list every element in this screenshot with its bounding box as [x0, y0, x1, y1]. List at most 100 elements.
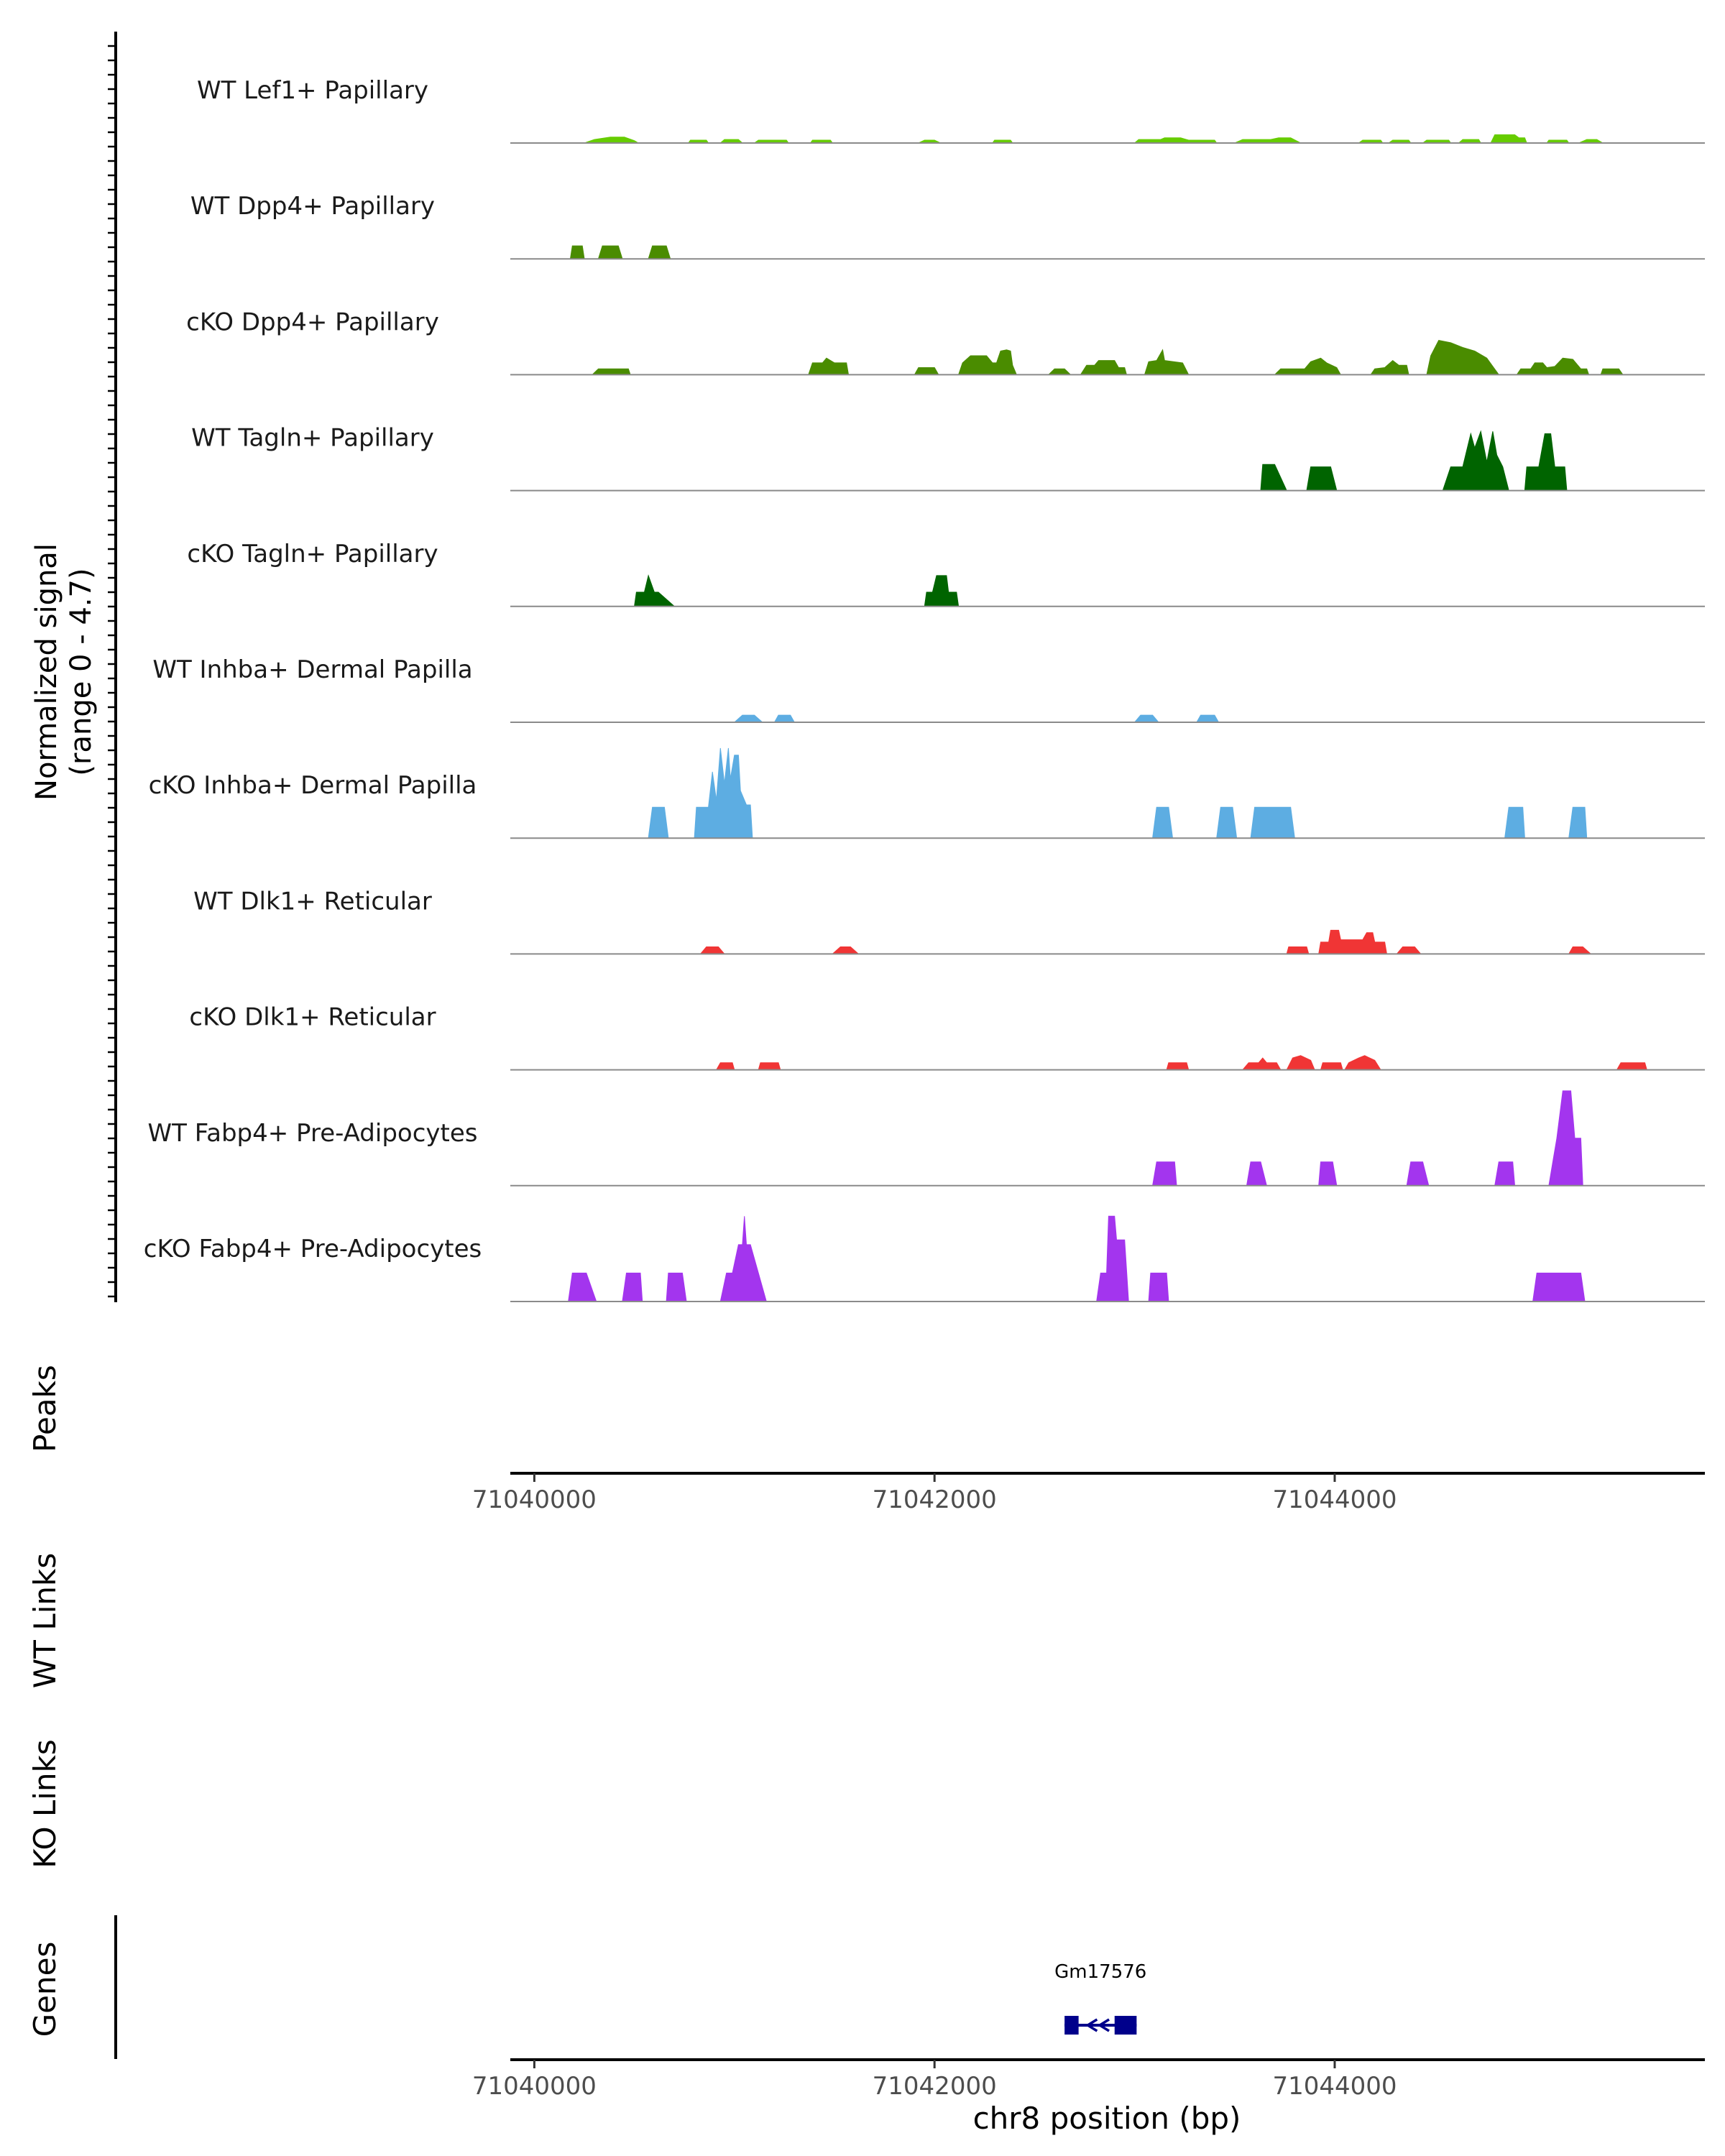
coverage-peak: [666, 1272, 687, 1302]
coverage-peak: [1532, 1272, 1586, 1302]
coverage-peak: [584, 137, 640, 144]
x-tick-label: 71040000: [472, 2072, 597, 2101]
x-tick-label: 71044000: [1272, 1485, 1397, 1514]
coverage-peak: [1396, 946, 1422, 954]
gene-strand-arrow: [1097, 2018, 1110, 2032]
track-label: cKO Tagln+ Papillary: [187, 540, 438, 568]
x-axis-title: chr8 position (bp): [973, 2101, 1241, 2136]
track-label: WT Lef1+ Papillary: [197, 76, 428, 105]
gene-exon: [1114, 2016, 1137, 2035]
x-tick-label: 71040000: [472, 1485, 597, 1514]
coverage-peak: [1152, 806, 1174, 839]
coverage-peak: [733, 714, 764, 723]
track-label: WT Inhba+ Dermal Papilla: [152, 655, 472, 684]
coverage-peak: [1241, 1057, 1282, 1071]
coverage-peak: [1406, 1161, 1430, 1187]
coverage-peak: [758, 1062, 781, 1071]
track-label: WT Fabp4+ Pre-Adipocytes: [148, 1119, 478, 1148]
coverage-peak: [1246, 1161, 1267, 1187]
coverage-peak: [1548, 1090, 1583, 1187]
track-3: WT Tagln+ Papillary: [191, 424, 1705, 492]
coverage-peak: [1234, 137, 1301, 144]
coverage-peak: [1490, 134, 1527, 144]
coverage-peak: [1133, 137, 1218, 144]
coverage-peak: [1568, 806, 1588, 839]
coverage-peak: [1600, 368, 1624, 375]
track-label: cKO Fabp4+ Pre-Adipocytes: [144, 1235, 482, 1263]
track-label: cKO Dlk1+ Reticular: [189, 1003, 436, 1032]
signal-y-axis-ticks: [108, 45, 116, 1298]
coverage-peak: [1286, 946, 1310, 954]
coverage-peak: [1320, 1062, 1343, 1071]
y-axis-title-line2: (range 0 - 4.7): [65, 568, 98, 775]
coverage-peak: [1096, 1215, 1129, 1302]
x-tick-label: 71044000: [1272, 2072, 1397, 2101]
ko-links-panel-label: KO Links: [27, 1739, 63, 1869]
coverage-peak: [1318, 929, 1387, 954]
y-axis-title-line1: Normalized signal: [30, 543, 63, 801]
coverage-peak: [1148, 1272, 1169, 1302]
coverage-peak: [569, 245, 585, 259]
coverage-peak: [591, 368, 631, 375]
coverage-peak: [1080, 360, 1128, 375]
coverage-peak: [715, 1062, 735, 1071]
coverage-peak: [634, 574, 676, 607]
gene-annotations: Gm17576: [1054, 1961, 1146, 2035]
track-label: WT Dlk1+ Reticular: [193, 887, 432, 916]
coverage-peak: [1047, 368, 1072, 375]
coverage-peak: [773, 714, 796, 723]
track-5: WT Inhba+ Dermal Papilla: [152, 655, 1705, 723]
track-label: cKO Inhba+ Dermal Papilla: [149, 771, 477, 800]
gene-exon: [1064, 2016, 1079, 2035]
genes-x-axis: 71040000 71042000 71044000: [472, 2060, 1397, 2101]
track-10: cKO Fabp4+ Pre-Adipocytes: [144, 1215, 1705, 1302]
coverage-peak: [1318, 1161, 1338, 1187]
coverage-peak: [568, 1272, 597, 1302]
genes-panel-label: Genes: [27, 1942, 63, 2037]
track-7: WT Dlk1+ Reticular: [193, 887, 1705, 955]
coverage-peak: [957, 349, 1018, 375]
coverage-peak: [1286, 1055, 1315, 1071]
coverage-peak: [1144, 349, 1190, 375]
coverage-peak: [694, 747, 753, 839]
gene-strand-arrow: [1085, 2018, 1098, 2032]
coverage-peak: [1524, 433, 1568, 492]
coverage-peak: [1442, 430, 1509, 492]
coverage-peak: [648, 806, 669, 839]
gene-label: Gm17576: [1054, 1961, 1146, 1983]
track-8: cKO Dlk1+ Reticular: [189, 1003, 1705, 1071]
coverage-peak: [1494, 1161, 1516, 1187]
coverage-peak: [719, 1216, 767, 1302]
coverage-peak: [1260, 464, 1287, 492]
coverage-peak: [1133, 714, 1160, 723]
coverage-peak: [1370, 359, 1409, 375]
coverage-peak: [924, 575, 960, 607]
x-tick-label: 71042000: [873, 2072, 997, 2101]
track-2: cKO Dpp4+ Papillary: [186, 308, 1705, 376]
coverage-peak: [1196, 714, 1220, 723]
track-6: cKO Inhba+ Dermal Papilla: [149, 747, 1705, 839]
coverage-peak: [1426, 340, 1500, 375]
track-label: WT Dpp4+ Papillary: [190, 192, 435, 221]
coverage-peak: [914, 367, 939, 375]
track-4: cKO Tagln+ Papillary: [187, 540, 1705, 607]
coverage-peak: [1504, 806, 1525, 839]
coverage-peak: [597, 245, 623, 259]
coverage-peak: [1516, 357, 1590, 375]
coverage-peak: [1306, 466, 1338, 492]
coverage-peak: [1274, 357, 1342, 375]
coverage-peak: [648, 245, 671, 259]
peaks-x-axis: 71040000 71042000 71044000: [472, 1473, 1397, 1514]
track-9: WT Fabp4+ Pre-Adipocytes: [148, 1090, 1705, 1187]
coverage-peak: [1152, 1161, 1177, 1187]
coverage-peak: [1616, 1062, 1647, 1071]
wt-links-panel-label: WT Links: [27, 1553, 63, 1688]
coverage-peak: [831, 946, 860, 954]
peaks-panel-label: Peaks: [27, 1365, 63, 1452]
coverage-peak: [622, 1272, 643, 1302]
x-tick-label: 71042000: [873, 1485, 997, 1514]
coverage-peak: [1568, 946, 1592, 954]
coverage-peak: [808, 357, 850, 375]
